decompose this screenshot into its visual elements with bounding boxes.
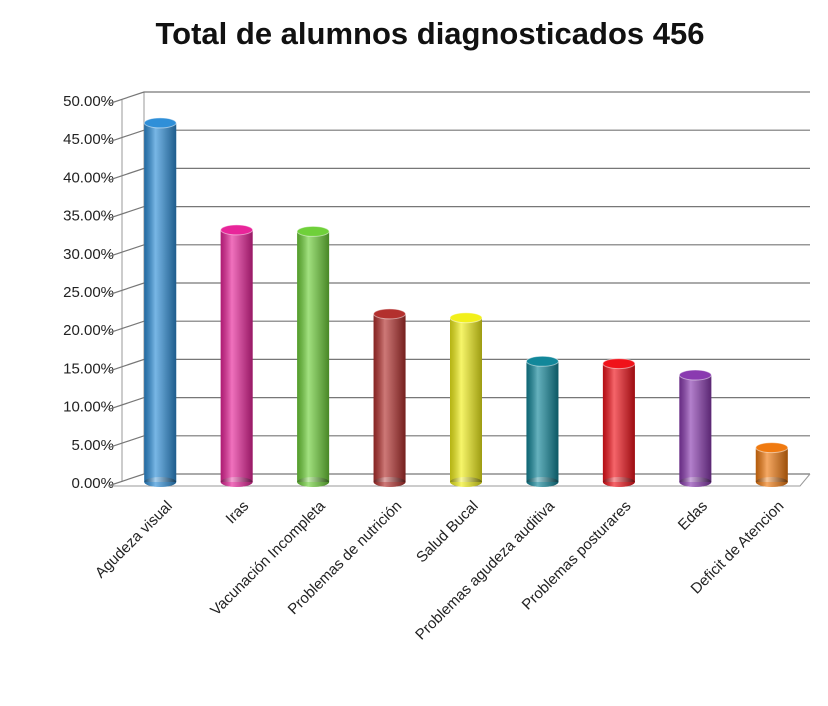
bar-top — [449, 312, 483, 324]
x-tick-label: Agudeza visual — [92, 498, 176, 582]
x-tick-label: Edas — [675, 498, 711, 534]
bar-top — [296, 225, 330, 237]
bar-shade — [526, 361, 559, 482]
y-tick-label: 25.00% — [63, 284, 114, 301]
bar-base-shade — [144, 477, 177, 487]
bar-shade — [220, 229, 253, 482]
y-tick-label: 20.00% — [63, 322, 114, 339]
grid-line — [107, 473, 810, 487]
x-tick-label: Salud Bucal — [413, 498, 482, 567]
y-tick-label: 15.00% — [63, 360, 114, 377]
bar-shade — [679, 375, 712, 482]
bar-base-shade — [220, 477, 253, 487]
bar-base-shade — [297, 477, 330, 487]
y-tick-label: 5.00% — [71, 437, 114, 454]
grid-line — [107, 129, 810, 143]
y-tick-label: 30.00% — [63, 246, 114, 263]
grid-line — [107, 206, 810, 220]
x-tick-label: Problemas agudeza auditiva — [412, 497, 558, 643]
y-tick-label: 10.00% — [63, 399, 114, 416]
x-tick-label: Iras — [223, 498, 253, 528]
bar-shade — [297, 231, 330, 482]
grid-line — [107, 320, 810, 334]
y-tick-label: 35.00% — [63, 208, 114, 225]
bar-shade — [602, 363, 635, 482]
bar-base-shade — [450, 477, 482, 487]
grid-line — [107, 244, 810, 258]
y-tick-label: 40.00% — [63, 169, 114, 186]
y-tick-label: 50.00% — [63, 93, 114, 110]
y-tick-label: 0.00% — [71, 475, 114, 492]
bar-shade — [373, 313, 406, 482]
bar-base-shade — [602, 477, 635, 487]
chart-title: Total de alumnos diagnosticados 456 — [156, 16, 705, 51]
bar-top — [602, 358, 636, 370]
bar-shade — [144, 122, 177, 483]
bar-base-shade — [526, 477, 559, 487]
bar-top — [373, 308, 407, 320]
floor — [108, 473, 811, 487]
bar-base-shade — [679, 477, 712, 487]
bar-base-shade — [755, 477, 788, 487]
grid-line — [107, 397, 810, 411]
grid-line — [107, 435, 810, 449]
y-tick-label: 45.00% — [63, 131, 114, 148]
bar-base-shade — [373, 477, 406, 487]
bar-top — [678, 369, 712, 381]
bar-top — [525, 355, 559, 367]
bar-top — [755, 442, 789, 454]
bar-top — [143, 117, 177, 129]
bar-top — [220, 224, 254, 236]
grid-line — [107, 91, 810, 105]
bar-shade — [450, 317, 482, 482]
grid-line — [107, 358, 810, 372]
bar-shade — [755, 447, 788, 482]
grid-line — [107, 167, 810, 181]
grid-line — [107, 282, 810, 296]
